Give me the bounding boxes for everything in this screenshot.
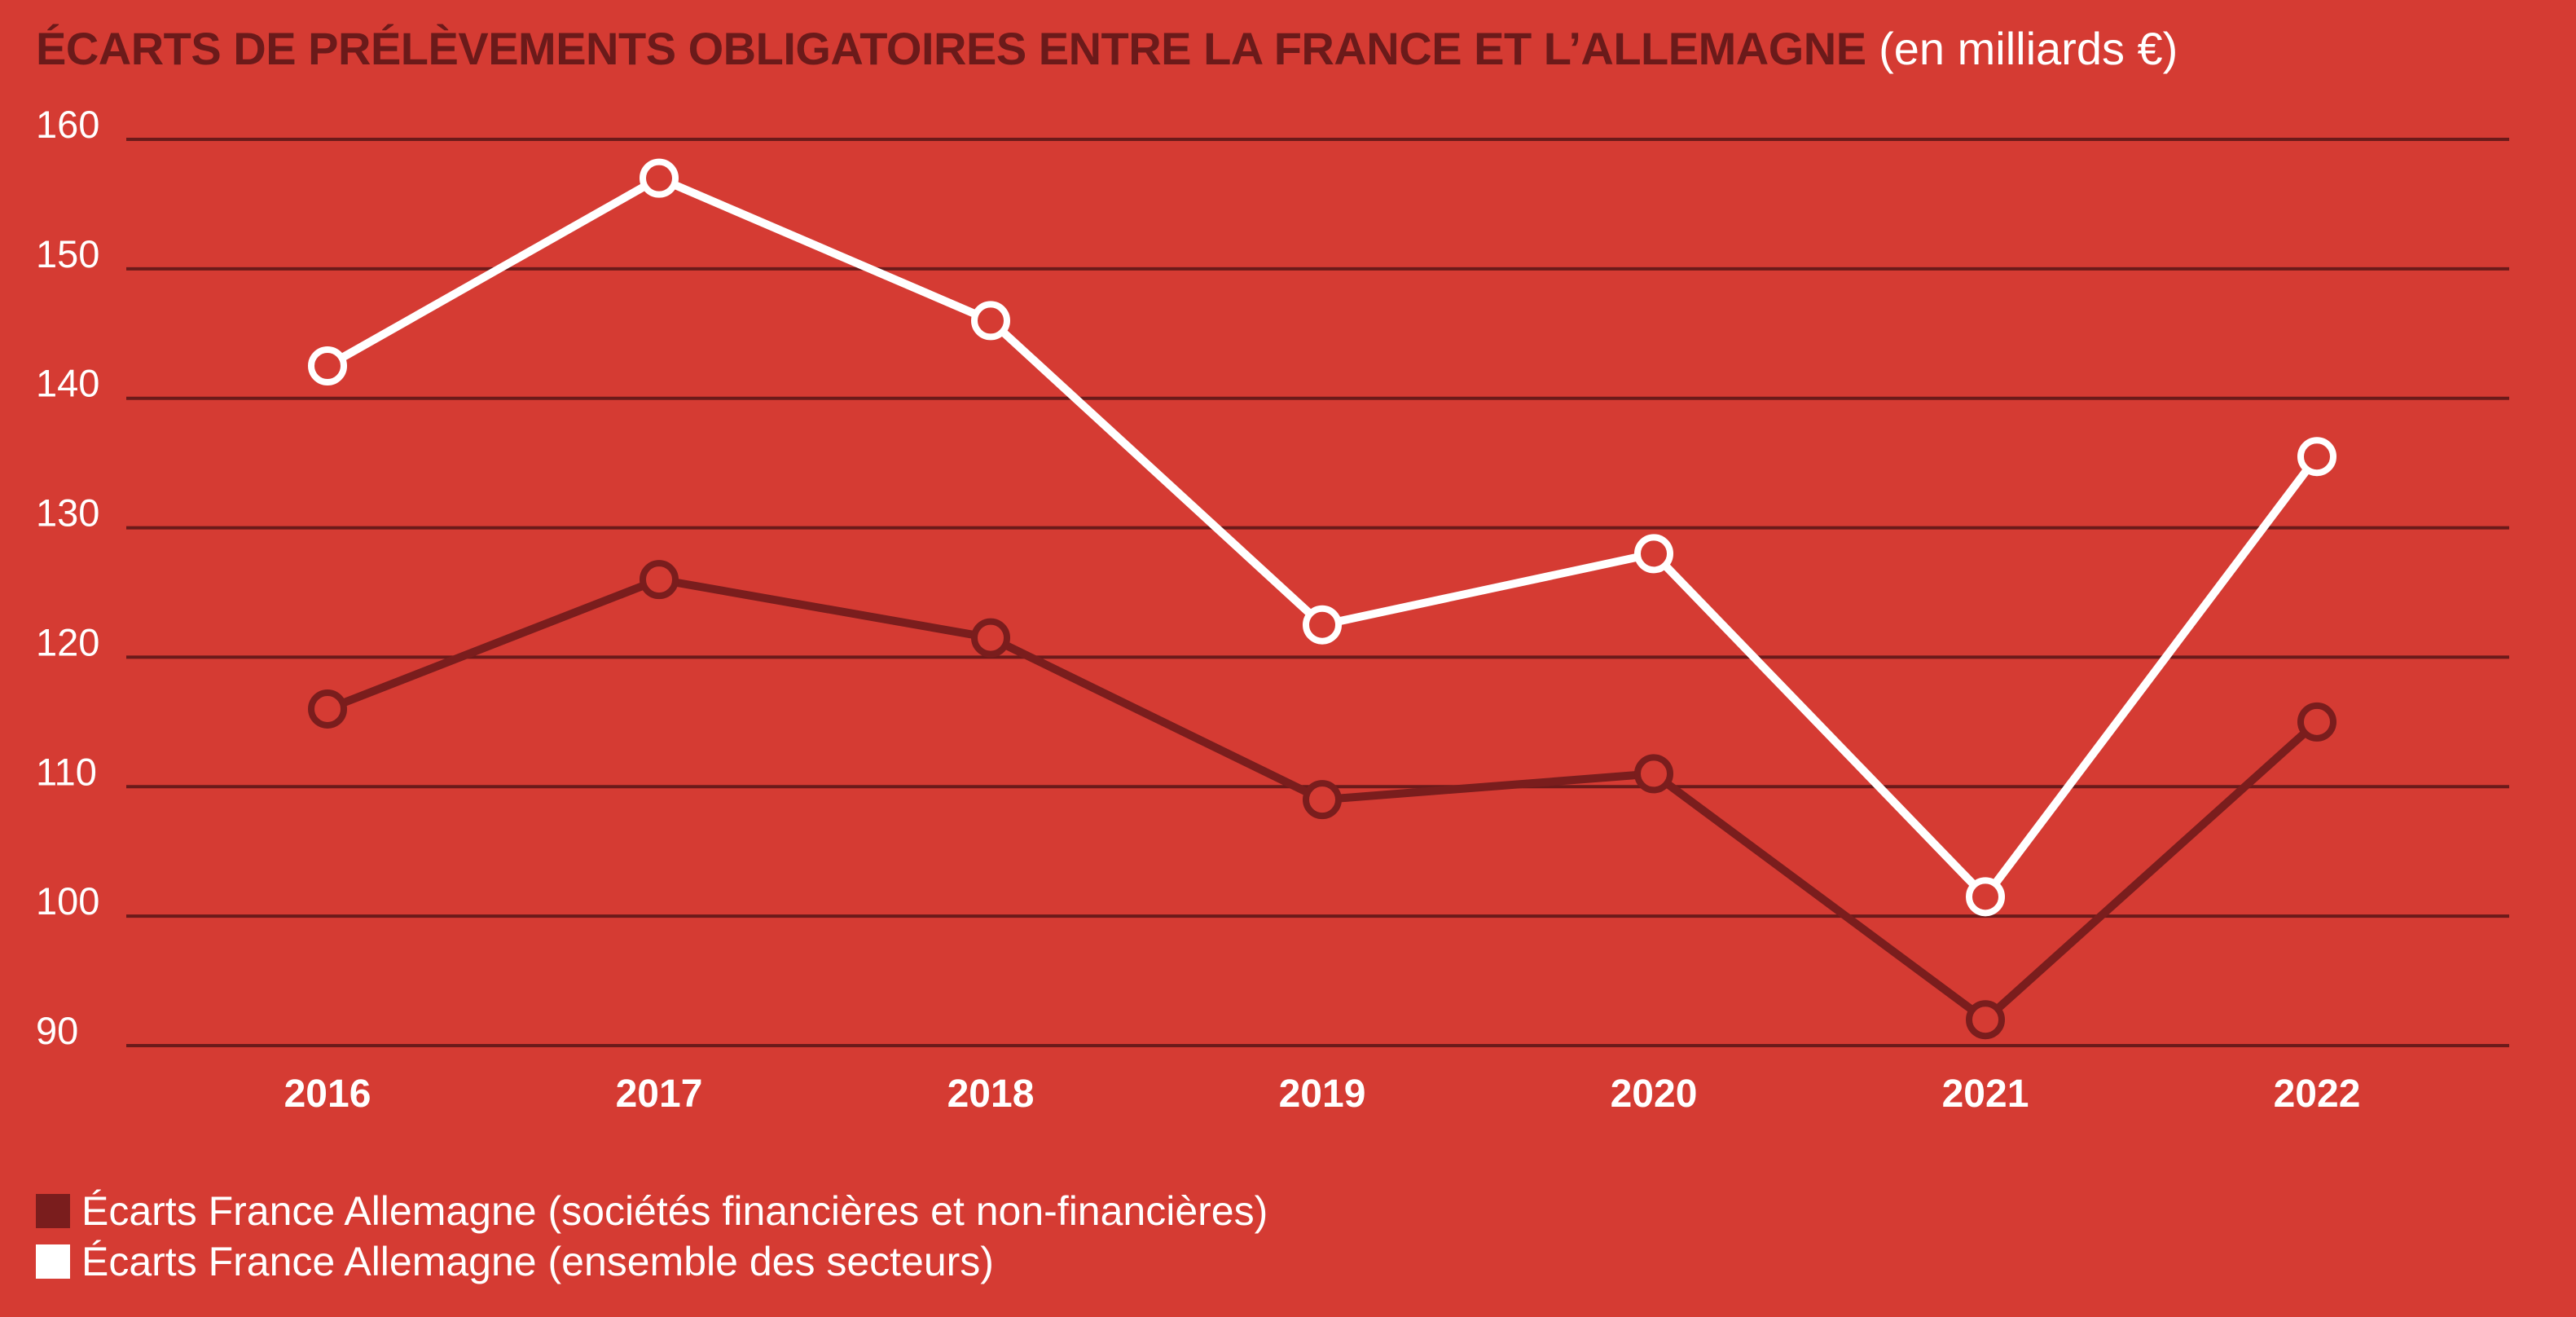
x-tick-label-2020: 2020 [1611,1073,1698,1116]
data-point-s1-2018 [971,301,1010,341]
chart-title: ÉCARTS DE PRÉLÈVEMENTS OBLIGATOIRES ENTR… [36,21,2178,76]
data-point-s1-2022 [2297,437,2336,477]
y-tick-label-150: 150 [36,232,99,275]
gridlines [126,138,2509,1047]
legend-item-light-series: Écarts France Allemagne (ensemble des se… [36,1236,1268,1287]
data-point-s0-2017 [640,560,679,600]
x-tick-label-2018: 2018 [947,1073,1035,1116]
y-tick-label-130: 130 [36,491,99,535]
x-tick-label-2022: 2022 [2274,1073,2361,1116]
x-tick-label-2016: 2016 [284,1073,371,1116]
data-point-s0-2021 [1966,1000,2005,1040]
data-point-s1-2017 [640,158,679,198]
x-tick-label-2019: 2019 [1279,1073,1366,1116]
legend-item-dark-series: Écarts France Allemagne (sociétés financ… [36,1186,1268,1236]
y-tick-label-110: 110 [36,750,97,793]
x-tick-label-2017: 2017 [616,1073,703,1116]
data-point-s1-2019 [1303,605,1342,645]
data-point-s0-2020 [1634,754,1673,794]
data-point-s0-2019 [1303,780,1342,820]
y-axis-tick-labels: 160 150 140 130 120 110 100 90 [36,103,99,1052]
chart-title-main: ÉCARTS DE PRÉLÈVEMENTS OBLIGATOIRES ENTR… [36,23,1866,74]
y-tick-label-120: 120 [36,620,99,663]
x-axis-tick-labels: 2016 2017 2018 2019 2020 2021 2022 [284,1073,2361,1116]
legend-label-light-series: Écarts France Allemagne (ensemble des se… [81,1239,994,1284]
line-chart: 160 150 140 130 120 110 100 90 2016 2017 2018 2019… [36,103,2509,1116]
data-point-s0-2022 [2297,702,2336,742]
series-lines [308,158,2336,1040]
y-tick-label-100: 100 [36,879,99,923]
y-tick-label-140: 140 [36,362,99,405]
data-point-s1-2021 [1966,877,2005,917]
chart-title-unit: (en milliards €) [1879,23,2178,74]
legend-label-dark-series: Écarts France Allemagne (sociétés financ… [81,1188,1268,1234]
data-point-s0-2018 [971,618,1010,658]
x-tick-label-2021: 2021 [1942,1073,2029,1116]
legend: Écarts France Allemagne (sociétés financ… [36,1186,1268,1287]
y-tick-label-90: 90 [36,1009,78,1052]
data-point-s1-2020 [1634,534,1673,574]
legend-swatch-light [36,1244,70,1279]
legend-swatch-dark [36,1194,70,1228]
data-point-s1-2016 [308,346,347,385]
data-point-s0-2016 [308,689,347,729]
y-tick-label-160: 160 [36,103,99,146]
